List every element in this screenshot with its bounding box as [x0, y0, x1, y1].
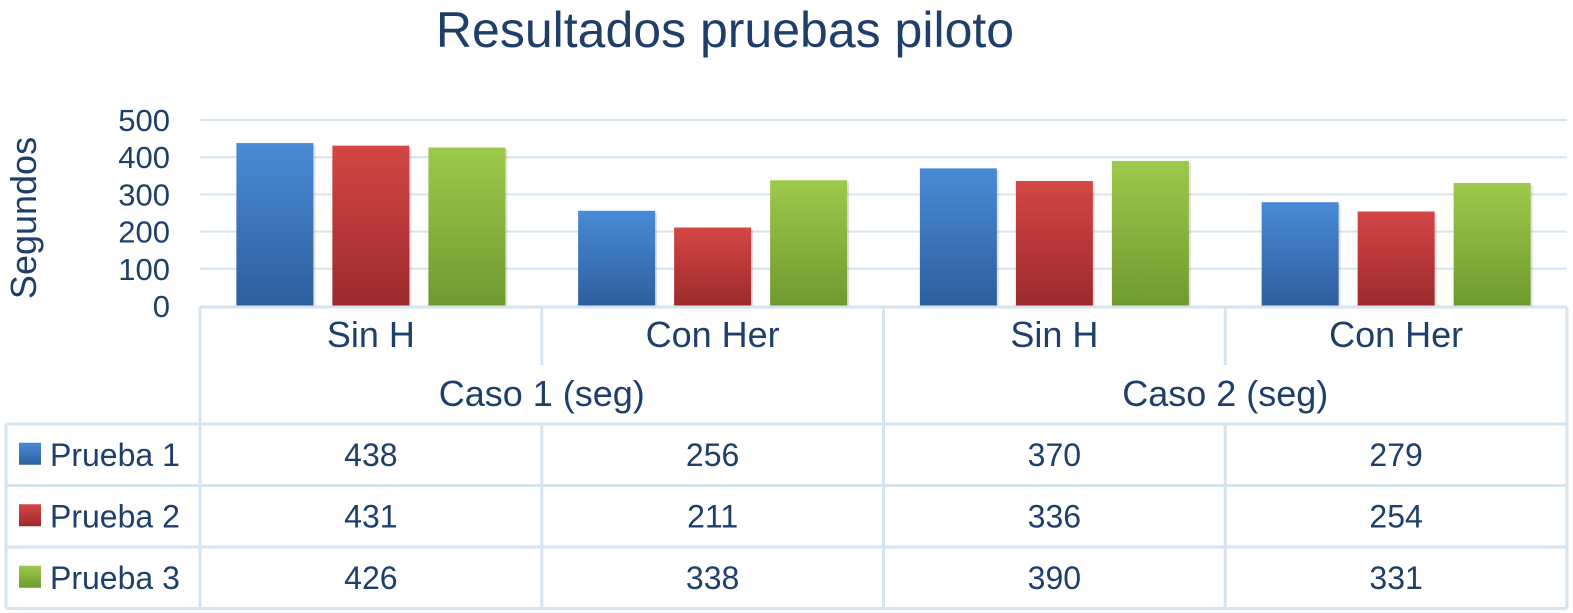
- x-category-label: Con Her: [646, 314, 780, 355]
- bar-prueba-3-cat-1: [428, 147, 506, 306]
- y-tick-label: 300: [118, 177, 170, 212]
- series-name: Prueba 2: [50, 498, 180, 534]
- bar-prueba-1-cat-4: [1261, 202, 1339, 306]
- x-group-label: Caso 2 (seg): [1122, 373, 1328, 414]
- chart-title: Resultados pruebas piloto: [436, 2, 1014, 58]
- table-cell-value: 254: [1369, 498, 1422, 534]
- x-category-label: Con Her: [1329, 314, 1463, 355]
- x-category-label: Sin H: [1010, 314, 1098, 355]
- x-group-label: Caso 1 (seg): [439, 373, 645, 414]
- table-cell-value: 211: [687, 498, 738, 534]
- y-tick-label: 400: [118, 140, 170, 175]
- bar-prueba-2-cat-1: [332, 145, 410, 306]
- series-name: Prueba 3: [50, 560, 180, 596]
- table-cell-value: 331: [1369, 560, 1422, 596]
- legend-key-prueba-2: [19, 504, 41, 527]
- y-tick-label: 200: [118, 215, 170, 250]
- table-cell-value: 390: [1028, 560, 1081, 596]
- table-cell-value: 336: [1028, 498, 1081, 534]
- series-name: Prueba 1: [50, 437, 180, 473]
- bar-prueba-2-cat-3: [1015, 181, 1093, 306]
- table-cell-value: 431: [344, 498, 397, 534]
- bars: [236, 143, 1533, 308]
- table-cell-value: 370: [1028, 437, 1081, 473]
- table-cell-value: 256: [686, 437, 739, 473]
- bar-prueba-3-cat-4: [1453, 182, 1531, 306]
- bar-prueba-2-cat-4: [1357, 211, 1435, 306]
- bar-prueba-2-cat-2: [674, 227, 752, 306]
- y-tick-label: 500: [118, 103, 170, 138]
- gridlines: [200, 119, 1567, 270]
- table-cell-value: 426: [344, 560, 397, 596]
- bar-prueba-1-cat-2: [578, 210, 656, 306]
- y-tick-label: 100: [118, 252, 170, 287]
- table-cell-value: 279: [1369, 437, 1422, 473]
- y-axis-title: Segundos: [3, 137, 44, 299]
- bar-prueba-3-cat-2: [770, 180, 848, 306]
- table-cell-value: 338: [686, 560, 739, 596]
- x-category-label: Sin H: [327, 314, 415, 355]
- legend-key-prueba-1: [19, 442, 41, 465]
- bar-prueba-3-cat-3: [1111, 160, 1189, 306]
- bar-prueba-1-cat-1: [236, 143, 314, 306]
- table-cell-value: 438: [344, 437, 397, 473]
- y-tick-label: 0: [153, 289, 170, 324]
- legend-key-prueba-3: [19, 565, 41, 588]
- bar-prueba-1-cat-3: [919, 168, 997, 306]
